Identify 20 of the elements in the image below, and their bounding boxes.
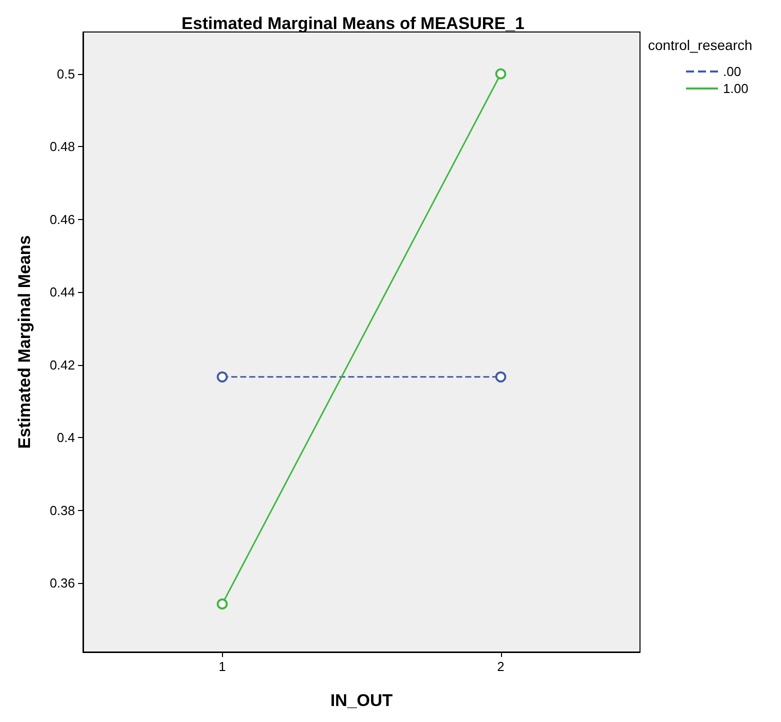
y-axis-title: Estimated Marginal Means [15, 235, 34, 449]
point [216, 371, 228, 382]
x-tick-label: 2 [497, 659, 504, 674]
point [495, 68, 506, 80]
y-tick-label: 0.44 [50, 284, 75, 300]
y-tick-label: 0.4 [56, 430, 75, 446]
chart-title: Estimated Marginal Means of MEASURE_1 [182, 14, 524, 33]
y-tick-label: 0.5 [56, 66, 75, 82]
legend-label: 1.00 [723, 81, 748, 96]
y-tick-label: 0.36 [50, 576, 75, 591]
y-tick-label: 0.42 [50, 357, 75, 372]
legend-title: control_research [648, 37, 752, 53]
point [495, 371, 506, 382]
y-tick-label: 0.48 [50, 139, 75, 154]
legend-label: .00 [723, 64, 742, 79]
x-tick-label: 1 [218, 659, 226, 674]
x-axis-title: IN_OUT [330, 691, 394, 710]
y-tick-label: 0.38 [50, 502, 75, 518]
point [216, 598, 228, 610]
y-tick-label: 0.46 [50, 212, 75, 227]
